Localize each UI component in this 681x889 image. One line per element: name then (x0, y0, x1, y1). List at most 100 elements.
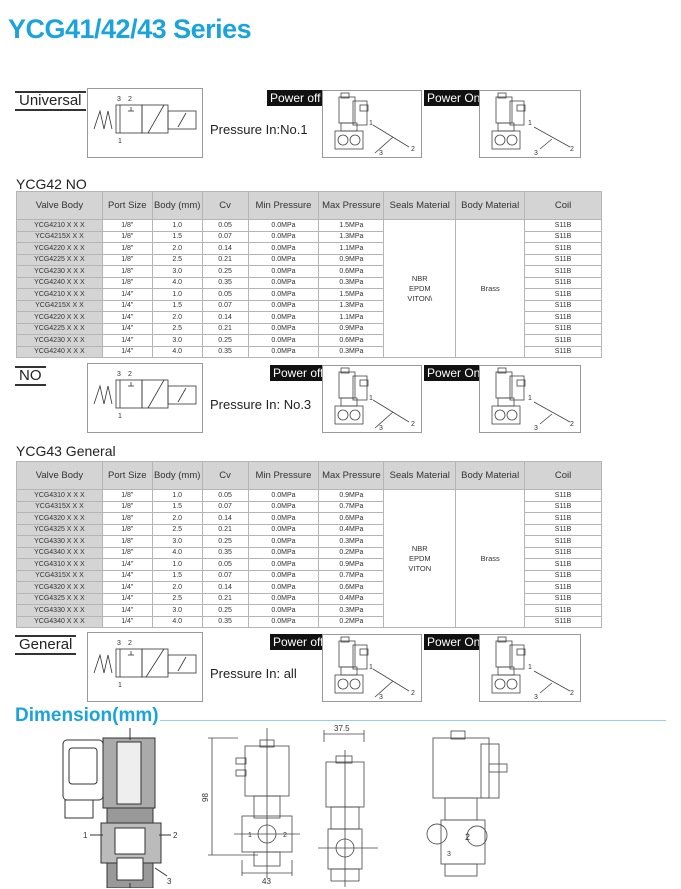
table-cell: 0.0MPa (247, 345, 320, 358)
table-cell: 1.5 (151, 230, 203, 243)
table-cell: 0.0MPa (247, 311, 320, 324)
table-cell: 0.05 (201, 219, 249, 232)
table-cell: 0.0MPa (247, 535, 320, 548)
page-title: YCG41/42/43 Series (8, 14, 252, 44)
table-cell: 1/8" (101, 535, 153, 548)
coil-cell: S11B (524, 558, 602, 571)
column-header: Min Pressure (247, 461, 320, 490)
table-cell: YCG4230 X X X (16, 334, 103, 347)
valve-front-dimension-drawing: 98 43 1 2 (201, 728, 300, 886)
svg-text:3: 3 (379, 425, 383, 432)
table-row: YCG4310 X X X 1/4" 1.0 0.05 0.0MPa 0.9MPa S11B (16, 558, 602, 571)
coil-cell: S11B (524, 512, 602, 525)
coil-cell: S11B (524, 615, 602, 628)
svg-text:2: 2 (570, 146, 574, 153)
table-cell: 2.5 (151, 592, 203, 605)
table-cell: 1/4" (101, 569, 153, 582)
spec-table-ycg42: Valve Body Port Size Body (mm) Cv Min Pressu… (16, 191, 602, 358)
table-cell: 0.0MPa (247, 288, 320, 301)
svg-text:2: 2 (128, 96, 132, 103)
table-cell: 0.2MPa (318, 615, 385, 628)
table-cell: 0.21 (201, 523, 249, 536)
svg-text:3: 3 (379, 150, 383, 157)
table-cell: 1.0 (151, 219, 203, 232)
coil-cell: S11B (524, 299, 602, 312)
power-off-label: Power off (270, 365, 327, 381)
svg-text:1: 1 (369, 664, 373, 671)
table-cell: 0.25 (201, 334, 249, 347)
column-header: Cv (201, 191, 249, 220)
coil-cell: S11B (524, 265, 602, 278)
pressure-in-text: Pressure In:No.1 (210, 122, 308, 137)
table-cell: 0.25 (201, 535, 249, 548)
table-cell: 0.4MPa (318, 592, 385, 605)
coil-cell: S11B (524, 345, 602, 358)
table-cell: YCG4320 X X X (16, 512, 103, 525)
table-cell: 1.5MPa (318, 219, 385, 232)
coil-cell: S11B (524, 489, 602, 502)
pressure-in-text: Pressure In: all (210, 666, 297, 681)
valve-cross-section-drawing: 1 2 3 (62, 728, 178, 888)
table-cell: 0.0MPa (247, 322, 320, 335)
table-cell: 1.0 (151, 489, 203, 502)
table-cell: 0.21 (201, 253, 249, 266)
dimension-divider (160, 720, 666, 721)
table-cell: 2.0 (151, 242, 203, 255)
table-cell: 1/8" (101, 253, 153, 266)
svg-text:1: 1 (528, 120, 532, 127)
table-cell: 0.14 (201, 311, 249, 324)
column-header: Port Size (101, 461, 153, 490)
table-cell: YCG4320 X X X (16, 581, 103, 594)
svg-text:1: 1 (248, 832, 252, 839)
table-cell: YCG4315X X X (16, 569, 103, 582)
table-row: YCG4210 X X X 1/8" 1.0 0.05 0.0MPa 1.5MPa NBR … (16, 219, 602, 358)
power-on-diagram: 1 2 3 (479, 634, 581, 702)
table-cell: 3.0 (151, 604, 203, 617)
valve-3d-drawing: 2 3 (426, 730, 508, 877)
coil-cell: S11B (524, 288, 602, 301)
mode-label-no: NO (15, 366, 46, 386)
table-cell: YCG4210 X X X (16, 219, 103, 232)
column-header: Port Size (101, 191, 153, 220)
table-cell: 0.0MPa (247, 299, 320, 312)
svg-text:2: 2 (283, 832, 287, 839)
table-cell: YCG4215X X X (16, 299, 103, 312)
table-cell: 0.0MPa (247, 569, 320, 582)
table-cell: YCG4210 X X X (16, 288, 103, 301)
table-cell: 0.14 (201, 242, 249, 255)
table-cell: 1.0 (151, 288, 203, 301)
coil-cell: S11B (524, 523, 602, 536)
table-cell: YCG4325 X X X (16, 523, 103, 536)
power-on-label: Power On (424, 90, 484, 106)
svg-text:2: 2 (411, 690, 415, 697)
table-cell: 1/4" (101, 299, 153, 312)
table-cell: 2.5 (151, 322, 203, 335)
table-cell: 1.5 (151, 500, 203, 513)
table-cell: 2.0 (151, 581, 203, 594)
table-cell: YCG4340 X X X (16, 615, 103, 628)
table-cell: 0.0MPa (247, 230, 320, 243)
table-cell: 0.0MPa (247, 558, 320, 571)
column-header: Cv (201, 461, 249, 490)
power-off-diagram: 1 2 3 (322, 365, 422, 433)
table-cell: 0.4MPa (318, 523, 385, 536)
table-cell: 0.0MPa (247, 512, 320, 525)
table-cell: 0.05 (201, 489, 249, 502)
table-cell: 0.0MPa (247, 523, 320, 536)
table-cell: 0.6MPa (318, 512, 385, 525)
height-dimension: 98 (201, 793, 210, 802)
table-cell: 1/4" (101, 604, 153, 617)
coil-cell: S11B (524, 242, 602, 255)
power-on-label: Power On (424, 365, 484, 381)
coil-cell: S11B (524, 604, 602, 617)
svg-text:1: 1 (528, 664, 532, 671)
table-cell: 1/4" (101, 334, 153, 347)
coil-cell: S11B (524, 581, 602, 594)
table-cell: 1/4" (101, 592, 153, 605)
table-cell: 1.0 (151, 558, 203, 571)
svg-text:3: 3 (117, 96, 121, 103)
svg-text:3: 3 (379, 694, 383, 701)
table-cell: 1.5MPa (318, 288, 385, 301)
